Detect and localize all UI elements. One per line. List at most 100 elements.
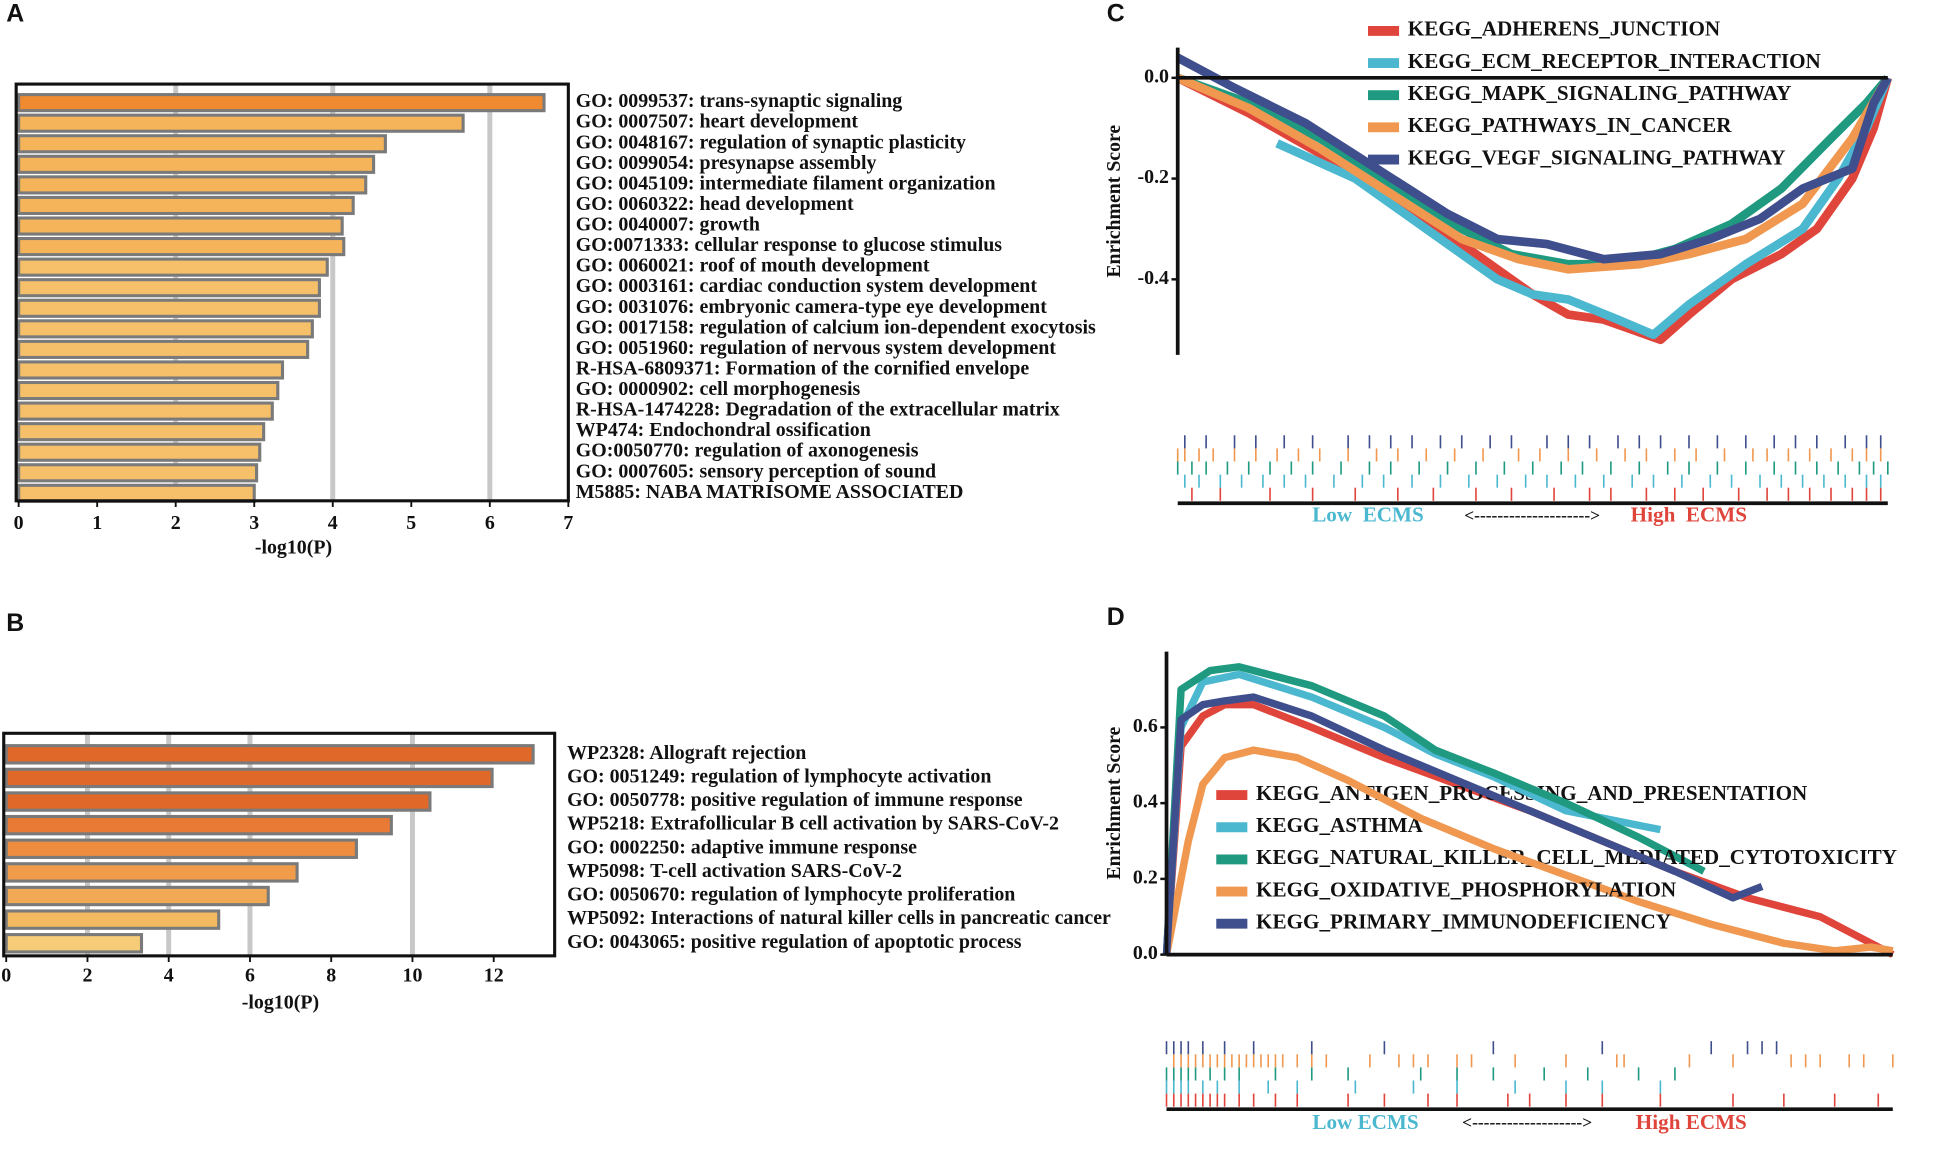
x-tick-label: 10 — [403, 964, 423, 986]
x-tick-label: 12 — [484, 964, 504, 986]
bar — [17, 134, 387, 154]
x-axis-label: -log10(P) — [255, 537, 332, 559]
x-tick-label: 1 — [92, 512, 102, 534]
arrow-label: <--------------------> — [1464, 506, 1600, 525]
high-label: High ECMS — [1636, 1110, 1747, 1134]
legend-label: KEGG_PRIMARY_IMMUNODEFICIENCY — [1256, 910, 1671, 934]
panel-letter: A — [6, 0, 24, 27]
x-axis-label: -log10(P) — [242, 992, 319, 1014]
panel-letter: C — [1107, 0, 1125, 27]
y-tick-label: -0.2 — [1138, 166, 1170, 188]
bar-label: GO: 0000902: cell morphogenesis — [576, 378, 861, 400]
es-line — [1175, 73, 1892, 274]
x-tick-label: 6 — [245, 964, 255, 986]
bar-label: GO:0071333: cellular response to glucose… — [576, 234, 1003, 256]
plot-frame — [2, 731, 557, 958]
bar — [17, 195, 355, 216]
x-tick-label: 6 — [485, 512, 495, 534]
bar-label: GO: 0045109: intermediate filament organ… — [576, 172, 996, 194]
bar-label: GO: 0003161: cardiac conduction system d… — [576, 275, 1038, 297]
bar-label: GO: 0050670: regulation of lymphocyte pr… — [567, 884, 1015, 906]
bar — [17, 236, 346, 257]
bar — [4, 933, 144, 954]
panel-letter: B — [6, 610, 24, 637]
bar — [17, 113, 465, 133]
bar — [4, 862, 299, 883]
y-tick-label: 0.2 — [1133, 866, 1158, 888]
bar — [17, 257, 329, 277]
es-line — [1162, 746, 1894, 956]
bar — [17, 298, 321, 318]
legend-label: KEGG_VEGF_SIGNALING_PATHWAY — [1408, 145, 1786, 169]
bar-label: GO: 0099054: presynapse assembly — [576, 152, 877, 174]
x-tick-label: 4 — [164, 964, 174, 986]
bar-label: GO: 0048167: regulation of synaptic plas… — [576, 131, 966, 153]
bar-label: GO: 0060021: roof of mouth development — [576, 255, 930, 277]
bar-label: GO: 0050778: positive regulation of immu… — [567, 789, 1023, 811]
x-tick-label: 7 — [563, 512, 573, 534]
x-tick-label: 0 — [1, 964, 11, 986]
bar — [17, 360, 285, 380]
bar-label: R-HSA-1474228: Degradation of the extrac… — [576, 399, 1060, 421]
x-tick-label: 5 — [406, 512, 416, 534]
bar — [17, 278, 321, 298]
x-tick-label: 0 — [14, 512, 24, 534]
bar-label: GO:0050770: regulation of axonogenesis — [576, 440, 919, 462]
legend-label: KEGG_ECM_RECEPTOR_INTERACTION — [1408, 49, 1821, 73]
bar-label: GO: 0031076: embryonic camera-type eye d… — [576, 296, 1047, 318]
es-line — [1175, 53, 1892, 264]
bar-label: GO: 0043065: positive regulation of apop… — [567, 931, 1022, 953]
low-label: Low ECMS — [1312, 503, 1424, 527]
y-tick-label: 0.0 — [1133, 942, 1158, 964]
bar-label: GO: 0060322: head development — [576, 193, 854, 215]
legend-label: KEGG_MAPK_SIGNALING_PATHWAY — [1408, 81, 1792, 105]
bar-label: WP474: Endochondral ossification — [576, 419, 871, 441]
bar — [4, 791, 432, 812]
bar — [17, 216, 344, 236]
plot-frame — [14, 82, 570, 503]
es-line — [1162, 663, 1706, 955]
bar-label: WP5218: Extrafollicular B cell activatio… — [567, 813, 1059, 835]
bar — [4, 909, 221, 930]
bar-label: GO: 0017158: regulation of calcium ion-d… — [576, 316, 1096, 338]
legend-label: KEGG_PATHWAYS_IN_CANCER — [1408, 113, 1733, 137]
bar — [4, 814, 393, 836]
legend-label: KEGG_ADHERENS_JUNCTION — [1408, 17, 1720, 41]
bar — [17, 339, 310, 359]
x-tick-label: 8 — [326, 964, 336, 986]
bar — [17, 401, 274, 421]
x-tick-label: 3 — [249, 512, 259, 534]
bar-label: GO: 0007605: sensory perception of sound — [576, 460, 936, 482]
bar — [17, 483, 256, 503]
panel-letter: D — [1107, 604, 1125, 631]
bar — [4, 838, 358, 859]
es-line — [1162, 670, 1662, 955]
arrow-label: <-------------------> — [1462, 1113, 1592, 1132]
x-tick-label: 2 — [171, 512, 181, 534]
bar — [17, 154, 376, 174]
bar-label: M5885: NABA MATRISOME ASSOCIATED — [576, 481, 964, 503]
bar-label: R-HSA-6809371: Formation of the cornifie… — [576, 358, 1030, 380]
bar-label: GO: 0051249: regulation of lymphocyte ac… — [567, 766, 991, 788]
y-tick-label: 0.6 — [1133, 715, 1158, 737]
y-tick-label: 0.0 — [1144, 65, 1169, 87]
bar — [17, 380, 280, 401]
bar — [17, 175, 368, 195]
bar-label: GO: 0051960: regulation of nervous syste… — [576, 337, 1057, 359]
x-tick-label: 4 — [328, 512, 338, 534]
y-axis-label: Enrichment Score — [1103, 727, 1125, 880]
bar-label: GO: 0002250: adaptive immune response — [567, 836, 917, 858]
bar — [17, 442, 262, 462]
bar-label: GO: 0099537: trans-synaptic signaling — [576, 90, 903, 112]
bar-label: GO: 0040007: growth — [576, 214, 760, 236]
es-line — [1162, 693, 1764, 955]
y-axis-label: Enrichment Score — [1103, 125, 1125, 278]
legend-label: KEGG_OXIDATIVE_PHOSPHORYLATION — [1256, 877, 1676, 901]
bar — [17, 463, 259, 483]
bar — [4, 767, 494, 789]
legend-label: KEGG_NATURAL_KILLER_CELL_MEDIATED_CYTOTO… — [1256, 845, 1897, 869]
bar-label: WP2328: Allograft rejection — [567, 742, 806, 764]
high-label: High ECMS — [1631, 503, 1747, 527]
